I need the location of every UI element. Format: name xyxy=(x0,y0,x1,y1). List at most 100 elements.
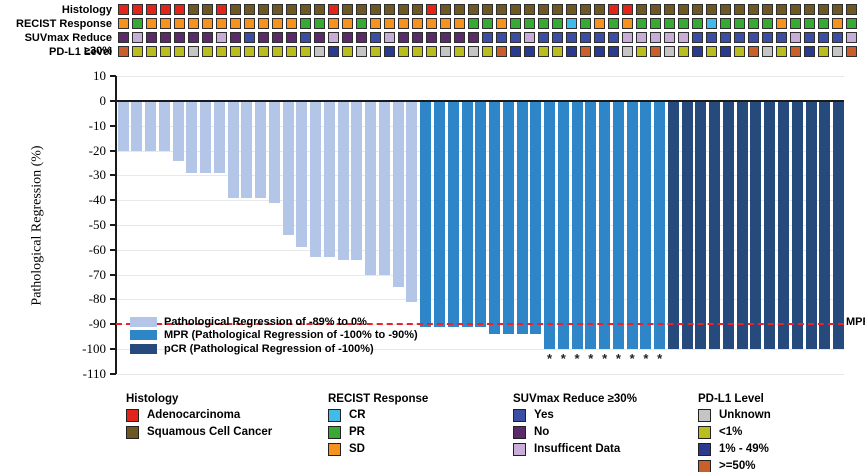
zero-gridline xyxy=(116,100,844,102)
track-cell xyxy=(132,32,143,43)
track-cell xyxy=(832,46,843,57)
waterfall-bar xyxy=(709,102,721,349)
legend-item-label: No xyxy=(534,426,550,438)
track-cell xyxy=(678,4,689,15)
waterfall-bar xyxy=(323,102,335,258)
legend-item-label: >=50% xyxy=(719,460,756,472)
track-cell xyxy=(398,18,409,29)
track-cell xyxy=(370,32,381,43)
waterfall-bar xyxy=(145,102,157,151)
track-cell xyxy=(510,32,521,43)
waterfall-bar xyxy=(131,102,143,151)
track-cell xyxy=(678,32,689,43)
track-cell xyxy=(734,46,745,57)
legend-swatch xyxy=(698,443,711,456)
gridline xyxy=(116,373,844,375)
track-cell xyxy=(566,4,577,15)
track-cell xyxy=(258,18,269,29)
track-cell xyxy=(790,46,801,57)
track-cell xyxy=(300,18,311,29)
inplot-legend-item: MPR (Pathological Regression of -100% to… xyxy=(130,329,460,341)
waterfall-bar xyxy=(392,102,404,287)
track-cell xyxy=(580,18,591,29)
y-axis-tick xyxy=(110,75,116,78)
track-cell xyxy=(440,4,451,15)
track-cell xyxy=(566,46,577,57)
mpr-reference-line xyxy=(116,323,844,326)
gridline xyxy=(116,349,844,350)
track-cell xyxy=(622,46,633,57)
waterfall-bar xyxy=(750,102,762,349)
track-cell xyxy=(706,4,717,15)
track-cell xyxy=(776,32,787,43)
waterfall-bar xyxy=(571,102,583,349)
track-cell xyxy=(146,18,157,29)
track-cell xyxy=(496,4,507,15)
track-cell xyxy=(230,46,241,57)
track-label-histology: Histology xyxy=(61,4,112,16)
waterfall-bar xyxy=(695,102,707,349)
waterfall-bar xyxy=(599,102,611,349)
track-cell xyxy=(706,46,717,57)
track-cell xyxy=(188,4,199,15)
waterfall-bar xyxy=(337,102,349,260)
track-cell xyxy=(202,18,213,29)
y-tick-label: -50 xyxy=(88,217,106,232)
track-cell xyxy=(818,18,829,29)
track-cell xyxy=(412,46,423,57)
waterfall-bar xyxy=(296,102,308,248)
track-cell xyxy=(510,18,521,29)
significance-asterisk: * xyxy=(588,351,594,366)
y-axis-tick xyxy=(110,124,116,127)
waterfall-bar xyxy=(241,102,253,198)
track-cell xyxy=(748,4,759,15)
track-cell xyxy=(412,4,423,15)
track-cell xyxy=(356,4,367,15)
waterfall-bar xyxy=(805,102,817,349)
track-cell xyxy=(398,4,409,15)
y-axis-tick xyxy=(110,149,116,152)
track-cell xyxy=(272,32,283,43)
track-cell xyxy=(552,46,563,57)
track-cell xyxy=(314,4,325,15)
track-cell xyxy=(454,46,465,57)
track-cell xyxy=(762,46,773,57)
track-cell xyxy=(692,4,703,15)
waterfall-bar xyxy=(502,102,514,335)
track-cell xyxy=(748,32,759,43)
track-cell xyxy=(790,32,801,43)
track-cell xyxy=(818,46,829,57)
significance-asterisk: * xyxy=(602,351,608,366)
track-cell xyxy=(552,18,563,29)
waterfall-bar xyxy=(819,102,831,349)
track-cell xyxy=(328,18,339,29)
y-tick-label: -20 xyxy=(88,142,106,158)
track-cell xyxy=(370,4,381,15)
track-cell xyxy=(118,18,129,29)
track-cell xyxy=(524,4,535,15)
track-cell xyxy=(846,32,857,43)
track-cell xyxy=(356,46,367,57)
track-cell xyxy=(230,32,241,43)
inplot-legend-label: MPR (Pathological Regression of -100% to… xyxy=(164,329,418,342)
track-cell xyxy=(762,18,773,29)
track-cell xyxy=(244,18,255,29)
waterfall-bar xyxy=(365,102,377,275)
track-cell xyxy=(650,18,661,29)
track-cell xyxy=(734,4,745,15)
track-cell xyxy=(482,32,493,43)
track-cell xyxy=(720,18,731,29)
track-cell xyxy=(356,32,367,43)
track-label-suvmax-reduce: SUVmax Reduce ≥30% xyxy=(24,32,112,57)
track-cell xyxy=(622,32,633,43)
legend-swatch-mpr xyxy=(130,330,157,341)
track-cell xyxy=(132,46,143,57)
y-tick-label: -10 xyxy=(88,117,106,133)
legend-swatch xyxy=(698,426,711,439)
track-cell xyxy=(608,18,619,29)
track-cell xyxy=(748,18,759,29)
track-cell xyxy=(160,4,171,15)
track-cell xyxy=(342,32,353,43)
track-cell xyxy=(146,4,157,15)
